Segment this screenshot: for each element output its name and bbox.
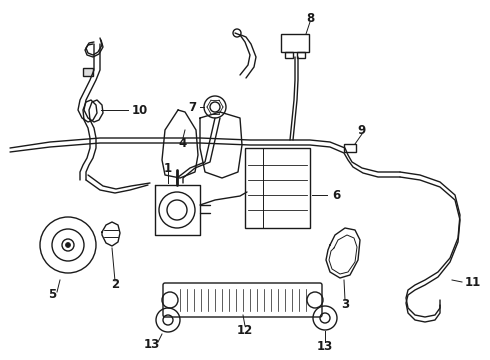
Circle shape: [66, 243, 71, 248]
Text: 3: 3: [341, 298, 349, 311]
FancyBboxPatch shape: [83, 68, 93, 76]
Text: 12: 12: [237, 324, 253, 337]
Text: 5: 5: [48, 288, 56, 302]
Text: 13: 13: [317, 341, 333, 354]
Text: 11: 11: [465, 275, 481, 288]
Text: 2: 2: [111, 279, 119, 292]
Text: 7: 7: [188, 100, 196, 113]
Text: 10: 10: [132, 104, 148, 117]
Text: 6: 6: [332, 189, 340, 202]
Text: 13: 13: [144, 338, 160, 351]
Text: 4: 4: [179, 136, 187, 149]
Text: 8: 8: [306, 12, 314, 24]
Text: 1: 1: [164, 162, 172, 175]
Text: 9: 9: [358, 123, 366, 136]
